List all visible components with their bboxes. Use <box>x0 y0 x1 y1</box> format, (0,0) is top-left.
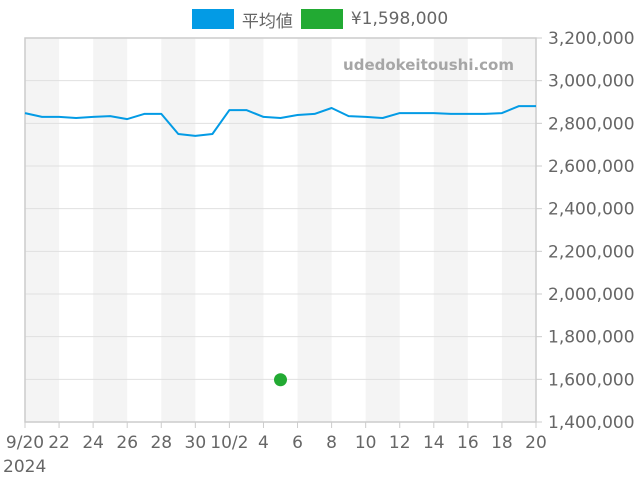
x-tick-label: 4 <box>258 433 269 453</box>
legend-label-price: ¥1,598,000 <box>350 9 449 29</box>
y-tick-label: 2,200,000 <box>548 242 635 262</box>
x-tick-label: 6 <box>292 433 303 453</box>
x-tick-label: 9/20 <box>6 433 44 453</box>
chart-bands <box>25 38 536 422</box>
legend-label-average: 平均値 <box>241 11 293 32</box>
x-tick-label: 20 <box>525 433 547 453</box>
chart-band <box>501 38 536 422</box>
price-points <box>274 373 287 387</box>
x-tick-label: 22 <box>48 433 70 453</box>
chart-band <box>365 38 400 422</box>
chart-band <box>161 38 196 422</box>
legend-item-average[interactable]: 平均値 <box>191 7 293 32</box>
chart-band <box>25 38 60 422</box>
x-tick-label: 8 <box>326 433 337 453</box>
x-tick-label: 10 <box>355 433 377 453</box>
x-year-label: 2024 <box>3 457 46 477</box>
y-tick-label: 3,200,000 <box>548 29 635 49</box>
x-axis: 9/20 22 24 26 28 30 10/2 4 6 8 10 12 14 16 18 20 2024 <box>3 422 547 477</box>
x-tick-label: 16 <box>457 433 479 453</box>
y-tick-label: 1,800,000 <box>548 328 635 348</box>
price-point[interactable] <box>274 373 287 387</box>
legend-item-price[interactable]: ¥1,598,000 <box>300 9 449 29</box>
y-tick-label: 2,000,000 <box>548 285 635 305</box>
chart-legend: 平均値 ¥1,598,000 <box>0 7 640 32</box>
x-tick-label: 12 <box>389 433 411 453</box>
y-tick-label: 2,800,000 <box>548 114 635 134</box>
average-swatch-icon <box>191 9 234 29</box>
x-tick-label: 26 <box>116 433 138 453</box>
watermark: udedokeitoushi.com <box>343 56 514 74</box>
y-tick-label: 1,600,000 <box>548 370 635 390</box>
y-tick-label: 2,400,000 <box>548 200 635 220</box>
price-swatch-icon <box>300 9 343 29</box>
y-tick-label: 2,600,000 <box>548 157 635 177</box>
x-tick-label: 14 <box>423 433 445 453</box>
chart-band <box>433 38 468 422</box>
y-axis: 3,200,000 3,000,000 2,800,000 2,600,000 2,40… <box>536 29 635 433</box>
x-tick-label: 24 <box>82 433 104 453</box>
y-tick-label: 1,400,000 <box>548 413 635 433</box>
chart-band <box>297 38 332 422</box>
x-tick-label: 10/2 <box>210 433 248 453</box>
chart-band <box>229 38 264 422</box>
chart-band <box>93 38 128 422</box>
x-tick-label: 18 <box>491 433 513 453</box>
average-price-line <box>24 105 536 137</box>
x-tick-label: 30 <box>185 433 207 453</box>
x-tick-label: 28 <box>150 433 172 453</box>
plot-area-border <box>24 37 537 423</box>
y-tick-label: 3,000,000 <box>548 72 635 92</box>
